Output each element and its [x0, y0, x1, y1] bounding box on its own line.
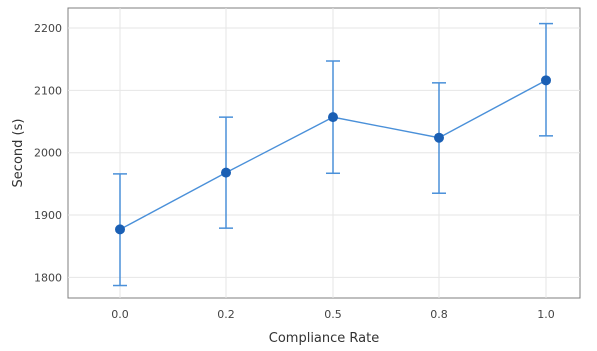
- y-tick-label: 1900: [34, 209, 62, 222]
- y-tick-label: 2000: [34, 147, 62, 160]
- y-tick-label: 2100: [34, 84, 62, 97]
- data-point: [541, 75, 551, 86]
- data-point: [221, 167, 231, 178]
- data-point: [328, 112, 338, 123]
- data-point: [115, 224, 125, 235]
- data-points: [115, 75, 551, 235]
- x-tick-label: 0.5: [324, 308, 342, 321]
- x-tick-label: 0.8: [430, 308, 448, 321]
- y-tick-label: 1800: [34, 271, 62, 284]
- x-tick-labels: 0.0 0.2 0.5 0.8 1.0: [111, 308, 555, 321]
- y-axis-title: Second (s): [11, 119, 26, 188]
- x-tick-label: 0.2: [217, 308, 235, 321]
- x-axis-title: Compliance Rate: [269, 331, 379, 346]
- data-point: [434, 132, 444, 143]
- x-tick-label: 1.0: [537, 308, 555, 321]
- x-tick-label: 0.0: [111, 308, 129, 321]
- y-tick-label: 2200: [34, 22, 62, 35]
- y-tick-labels: 1800 1900 2000 2100 2200: [34, 22, 62, 284]
